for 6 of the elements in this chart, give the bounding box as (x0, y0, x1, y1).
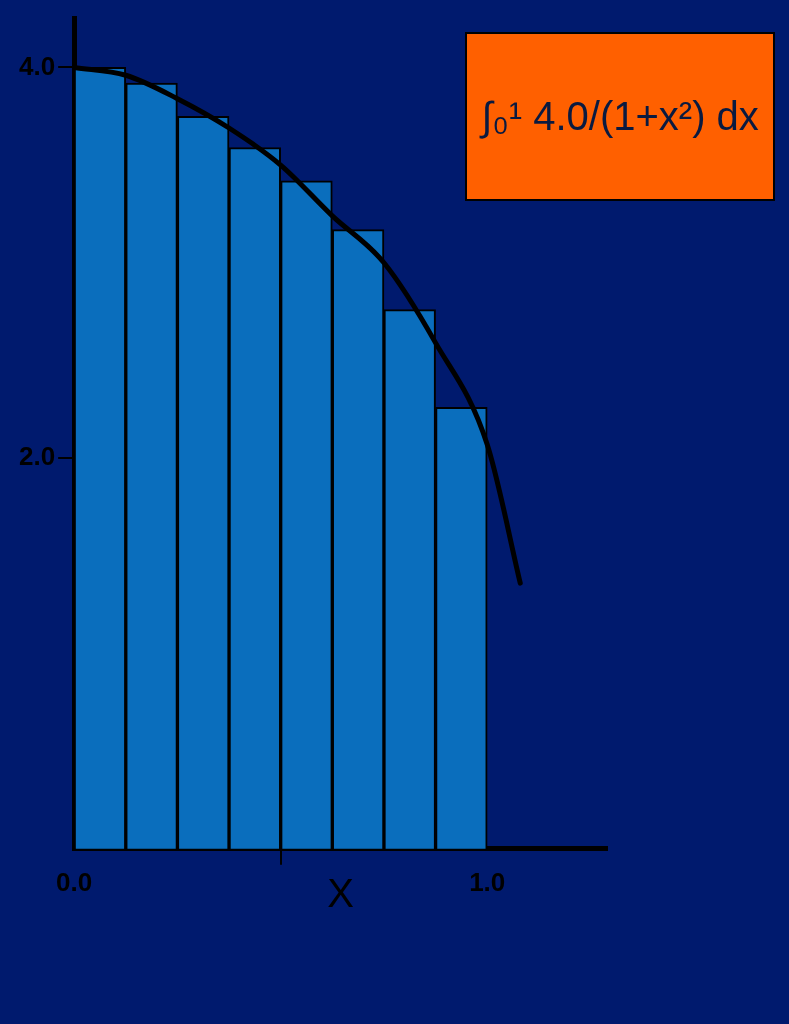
callout-box: ∫₀¹ 4.0/(1+x²) dx (465, 32, 775, 201)
x-axis-title: X (327, 871, 354, 916)
x-tick-label: 0.0 (56, 866, 93, 897)
x-tick-label: 1.0 (469, 866, 506, 897)
y-tick-label: 2.0 (18, 441, 56, 472)
y-tick-label: 4.0 (18, 50, 56, 81)
